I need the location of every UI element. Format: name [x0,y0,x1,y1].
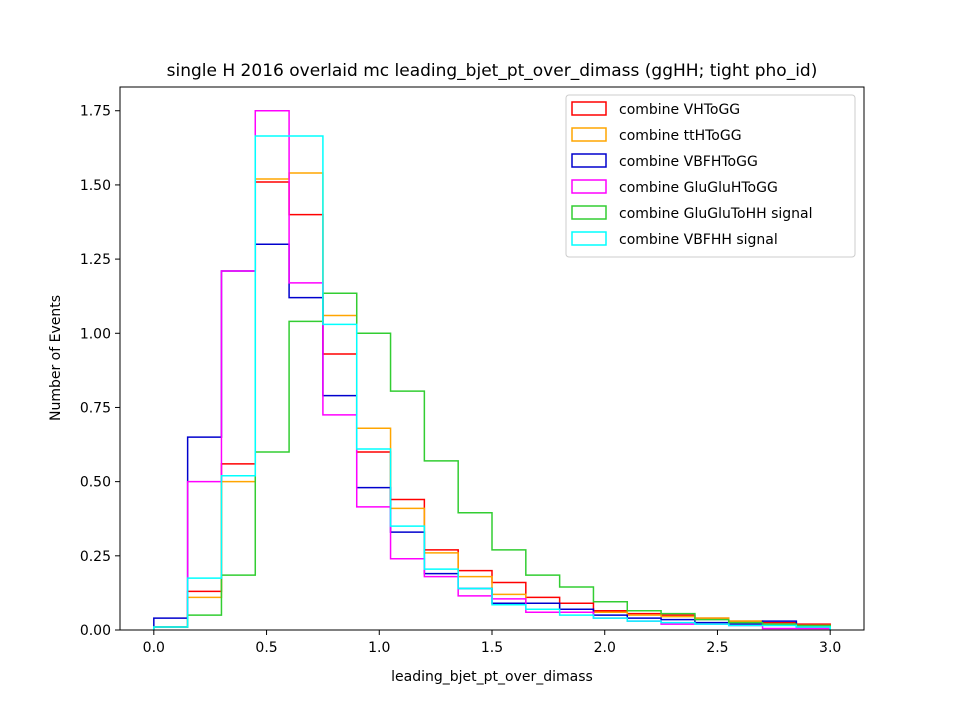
x-tick-label: 2.5 [706,640,728,656]
x-axis-label: leading_bjet_pt_over_dimass [391,669,593,685]
legend-frame [565,94,856,258]
legend-label-0: combine VHToGG [619,102,740,118]
plot-area [119,86,865,631]
legend-label-2: combine VBFHToGG [619,154,758,170]
legend-swatch-0 [571,101,607,116]
series-line-5 [153,135,831,630]
y-tick-label: 1.75 [80,104,111,120]
x-tick-label: 1.0 [368,640,390,656]
x-tick-label: 3.0 [819,640,841,656]
y-tick-label: 0.25 [80,549,111,565]
x-tick-label: 1.5 [481,640,503,656]
x-tick-label: 0.0 [143,640,165,656]
y-tick-label: 1.00 [80,326,111,342]
x-tick-label: 0.5 [255,640,277,656]
y-axis: 0.00 0.25 0.50 0.75 1.00 1.25 1.50 1.75 [80,104,120,639]
legend-items: combine VHToGG combine ttHToGG combine VBF… [571,101,813,248]
y-tick-label: 1.25 [80,252,111,268]
legend-swatch-1 [571,127,607,142]
legend-label-1: combine ttHToGG [619,128,742,144]
chart-title: single H 2016 overlaid mc leading_bjet_p… [167,61,818,81]
legend-swatch-3 [571,179,607,194]
y-tick-label: 0.00 [80,623,111,639]
legend-swatch-4 [571,205,607,220]
legend: combine VHToGG combine ttHToGG combine VBF… [565,94,856,258]
legend-swatch-2 [571,153,607,168]
legend-swatch-5 [571,231,607,246]
x-axis: 0.0 0.5 1.0 1.5 2.0 2.5 3.0 [143,630,841,656]
legend-label-5: combine VBFHH signal [619,232,778,248]
y-tick-label: 0.50 [80,475,111,491]
x-tick-label: 2.0 [594,640,616,656]
y-tick-label: 1.50 [80,178,111,194]
legend-label-4: combine GluGluToHH signal [619,206,813,222]
legend-label-3: combine GluGluHToGG [619,180,778,196]
y-tick-label: 0.75 [80,400,111,416]
series-layer [153,109,831,630]
y-axis-label: Number of Events [48,295,64,421]
